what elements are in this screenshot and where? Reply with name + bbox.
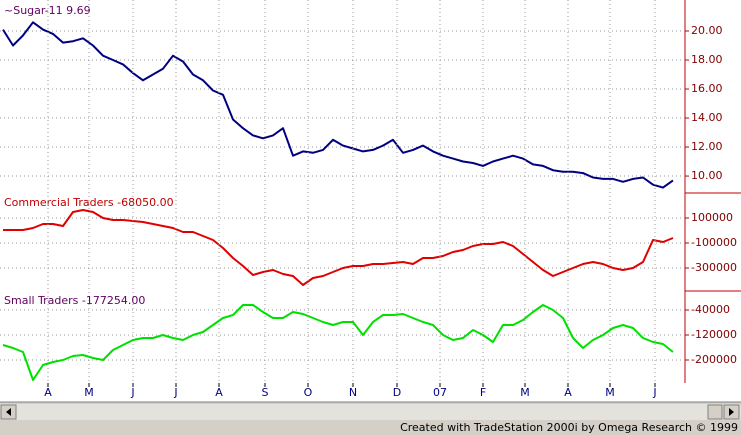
pane-title: Commercial Traders -68050.00 [4, 196, 174, 209]
x-tick-label: F [480, 386, 486, 399]
footer: Created with TradeStation 2000i by Omega… [400, 421, 738, 434]
y-tick-label: 14.00 [691, 111, 723, 124]
y-tick-label: 100000 [691, 211, 733, 224]
y-tick-label: -120000 [691, 328, 737, 341]
x-tick-label: M [605, 386, 615, 399]
y-tick-label: 20.00 [691, 24, 723, 37]
y-tick-label: -100000 [691, 236, 737, 249]
y-tick-label: -40000 [691, 303, 730, 316]
y-tick-label: 16.00 [691, 82, 723, 95]
scroll-thumb[interactable] [707, 404, 723, 420]
arrow-icon [6, 408, 11, 416]
x-tick-label: A [564, 386, 572, 399]
x-tick-label: D [393, 386, 401, 399]
x-tick-label: A [215, 386, 223, 399]
x-tick-label: S [262, 386, 269, 399]
series-line [3, 209, 674, 286]
x-tick-label: M [520, 386, 530, 399]
y-tick-label: -200000 [691, 353, 737, 366]
y-tick-label: 10.00 [691, 169, 723, 182]
series-line [2, 21, 674, 189]
x-tick-label: J [130, 386, 134, 399]
pane-title: Small Traders -177254.00 [4, 294, 145, 307]
plot-background [0, 0, 741, 402]
y-tick-label: 18.00 [691, 53, 723, 66]
x-tick-label: J [173, 386, 177, 399]
y-tick-label: 12.00 [691, 140, 723, 153]
x-tick-label: J [652, 386, 656, 399]
y-tick-label: -300000 [691, 261, 737, 274]
x-tick-label: A [44, 386, 52, 399]
pane-title: ~Sugar-11 9.69 [4, 4, 91, 17]
x-tick-label: N [349, 386, 357, 399]
x-tick-label: 07 [433, 386, 447, 399]
arrow-icon [729, 408, 734, 416]
x-tick-label: M [84, 386, 94, 399]
series-line [2, 304, 674, 381]
x-tick-label: O [304, 386, 313, 399]
scrollbar[interactable] [0, 404, 741, 420]
